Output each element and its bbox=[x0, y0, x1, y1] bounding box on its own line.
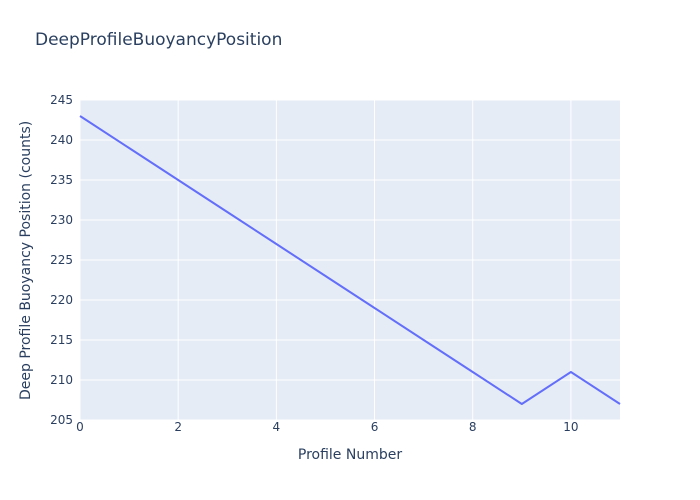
y-tick-label: 230 bbox=[50, 212, 73, 227]
y-tick-label: 220 bbox=[50, 292, 73, 307]
x-tick-label: 4 bbox=[272, 420, 281, 434]
y-tick-label: 210 bbox=[50, 372, 73, 387]
x-tick-label: 6 bbox=[370, 420, 379, 434]
y-tick-label: 215 bbox=[50, 332, 73, 347]
y-tick-label: 240 bbox=[50, 132, 73, 147]
plot-area[interactable] bbox=[79, 99, 621, 421]
y-tick-label: 205 bbox=[50, 412, 73, 427]
x-tick-label: 2 bbox=[174, 420, 182, 434]
line-chart-svg bbox=[79, 99, 621, 421]
x-tick-label: 10 bbox=[563, 420, 579, 434]
x-tick-label: 8 bbox=[468, 420, 477, 434]
y-tick-label: 235 bbox=[50, 172, 73, 187]
x-axis-title: Profile Number bbox=[297, 447, 403, 463]
chart-title: DeepProfileBuoyancyPosition bbox=[35, 30, 283, 50]
series-line[interactable] bbox=[79, 115, 621, 405]
x-tick-label: 0 bbox=[76, 420, 84, 434]
y-tick-label: 225 bbox=[50, 252, 73, 267]
y-tick-label: 245 bbox=[50, 92, 73, 107]
